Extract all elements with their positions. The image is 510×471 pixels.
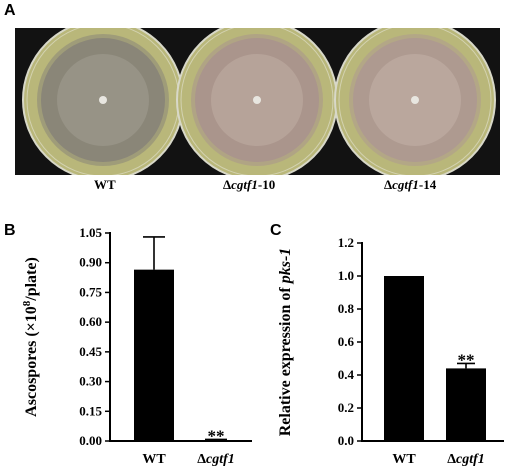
pks1-expression-chart: 0.0 0.2 0.4 0.6 0.8 1.0 1.2 WT ** Δcgtf1 Relative … [277, 235, 504, 467]
inoculation-point [411, 96, 419, 104]
petri-dish-rim [338, 28, 492, 175]
y-tick-label: 0.60 [79, 314, 102, 329]
y-tick-label: 0.00 [79, 433, 102, 448]
y-tick-label: 1.0 [338, 268, 354, 283]
significance-label: ** [208, 426, 225, 445]
petri-dish-rim [180, 28, 334, 175]
y-tick-label: 1.2 [338, 235, 354, 250]
y-tick-label: 0.0 [338, 433, 354, 448]
y-tick-label: 0.90 [79, 255, 102, 270]
y-tick-label: 0.45 [79, 344, 102, 359]
y-tick-label: 0.4 [338, 367, 355, 382]
y-tick-label: 0.2 [338, 400, 354, 415]
panel-letter-c: C [270, 222, 282, 239]
panel-letter-a: A [4, 2, 16, 19]
bar [384, 276, 424, 441]
petri-dish-photo [15, 28, 500, 175]
y-tick-label: 0.6 [338, 334, 355, 349]
inoculation-point [99, 96, 107, 104]
y-tick-label: 1.05 [79, 225, 102, 240]
y-axis-label: Relative expression of pks-1 [277, 248, 294, 437]
y-tick-label: 0.30 [79, 374, 102, 389]
x-tick-label: WT [142, 452, 166, 467]
plate-label-cgtf1-14: Δcgtf1-14 [384, 177, 437, 192]
bar [196, 440, 236, 442]
x-tick-label: WT [392, 452, 416, 467]
y-tick-label: 0.15 [79, 403, 102, 418]
x-tick-label: Δcgtf1 [447, 452, 485, 467]
x-tick-label: Δcgtf1 [197, 452, 235, 467]
inoculation-point [253, 96, 261, 104]
significance-label: ** [458, 350, 475, 369]
y-tick-label: 0.8 [338, 301, 355, 316]
y-tick-label: 0.75 [79, 284, 102, 299]
ascospores-chart: 0.00 0.15 0.30 0.45 0.60 0.75 0.90 1.05 WT ** Δcgt… [21, 225, 252, 467]
bar [134, 269, 174, 441]
plate-label-cgtf1-10: Δcgtf1-10 [223, 177, 276, 192]
y-axis-label: Ascospores (×108/plate) [21, 257, 40, 417]
plate-label-wt: WT [94, 177, 116, 192]
panel-letter-b: B [4, 222, 16, 239]
bar [446, 368, 486, 441]
